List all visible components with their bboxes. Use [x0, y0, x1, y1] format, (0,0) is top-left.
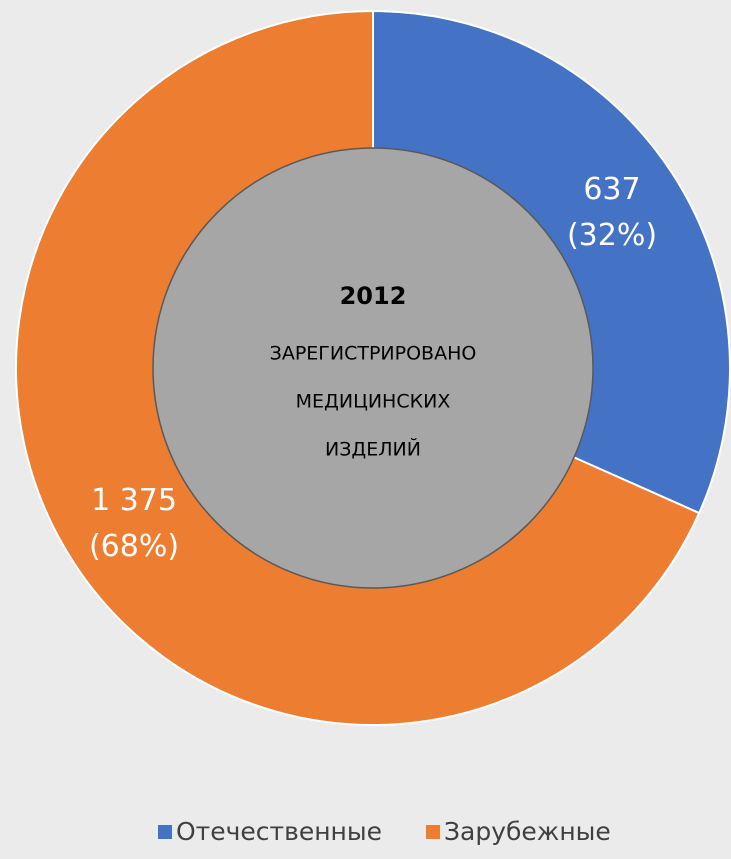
- center-text: ЗАРЕГИСТРИРОВАНО: [270, 343, 477, 365]
- legend-label: Отечественные: [176, 817, 382, 846]
- center-text: ИЗДЕЛИЙ: [325, 438, 421, 461]
- legend-swatch: [426, 825, 440, 839]
- data-label: 1 375: [91, 483, 177, 518]
- center-title: 2012: [340, 282, 407, 310]
- data-label-percent: (68%): [89, 529, 179, 564]
- data-label: 637: [583, 172, 640, 207]
- legend-label: Зарубежные: [444, 817, 611, 846]
- center-text: МЕДИЦИНСКИХ: [296, 391, 451, 413]
- data-label-percent: (32%): [567, 218, 657, 253]
- center-circle: [152, 147, 594, 589]
- legend-swatch: [158, 825, 172, 839]
